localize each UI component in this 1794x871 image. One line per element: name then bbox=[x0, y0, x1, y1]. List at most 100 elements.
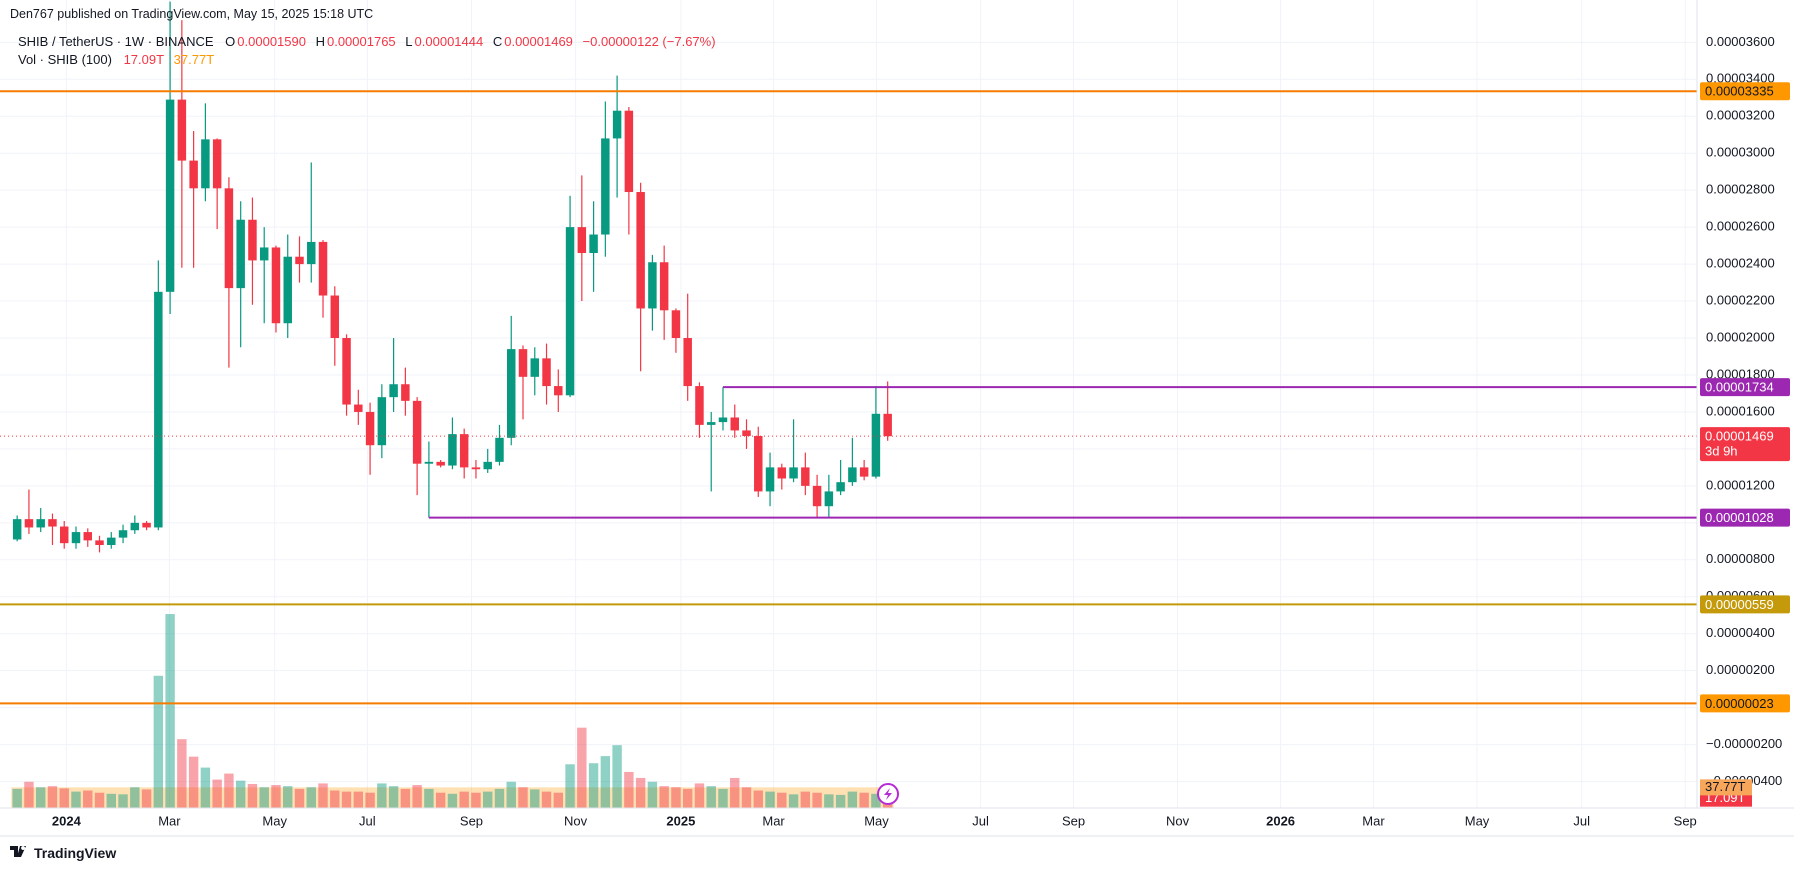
volume-bar bbox=[518, 787, 528, 808]
candle-body bbox=[154, 291, 163, 528]
candle-body bbox=[518, 349, 528, 377]
volume-bar bbox=[341, 791, 352, 808]
last-price-box bbox=[1700, 427, 1790, 462]
volume-bar bbox=[753, 790, 763, 808]
x-tick-label: May bbox=[1465, 813, 1490, 828]
candle-body bbox=[177, 99, 187, 161]
y-tick-label: 0.00002000 bbox=[1706, 329, 1775, 344]
y-tick-label: 0.00003400 bbox=[1706, 71, 1775, 86]
volume-bar bbox=[859, 792, 869, 808]
candle-body bbox=[801, 467, 810, 486]
candle-body bbox=[542, 358, 551, 387]
candle-body bbox=[59, 526, 69, 544]
volume-bar bbox=[765, 791, 775, 808]
volume-bar bbox=[388, 786, 399, 808]
level-label-box bbox=[1700, 595, 1790, 614]
volume-bar bbox=[635, 777, 646, 808]
candle-body bbox=[212, 139, 222, 189]
volume-bar bbox=[94, 792, 105, 808]
lightning-icon bbox=[877, 783, 899, 805]
volume-bar bbox=[353, 791, 364, 808]
x-tick-label: Jul bbox=[1573, 813, 1590, 828]
candle-body bbox=[95, 540, 104, 546]
volume-bar bbox=[424, 788, 434, 808]
symbol: SHIB / TetherUS · 1W · BINANCE bbox=[18, 34, 214, 49]
volume-bar bbox=[365, 792, 375, 808]
candle-body bbox=[412, 400, 422, 464]
y-tick-label: 0.00002400 bbox=[1706, 256, 1775, 271]
level-label: 0.00000023 bbox=[1705, 696, 1774, 711]
candle-body bbox=[636, 192, 645, 309]
volume-bar bbox=[718, 788, 728, 808]
candle-body bbox=[248, 219, 257, 261]
x-tick-label: Mar bbox=[158, 813, 181, 828]
volume-bar bbox=[588, 763, 599, 808]
ohlc-value: 0.00001590 bbox=[237, 34, 306, 49]
candle-body bbox=[836, 482, 845, 492]
y-tick-label: 0.00002200 bbox=[1706, 292, 1775, 307]
candle-body bbox=[377, 397, 387, 446]
volume-bar bbox=[24, 781, 34, 808]
candle-body bbox=[824, 491, 834, 507]
candle-body bbox=[648, 262, 657, 309]
x-tick-label: 2026 bbox=[1266, 813, 1295, 828]
volume-bar bbox=[271, 785, 281, 808]
candle-body bbox=[401, 384, 410, 401]
y-tick-label: 0.00003600 bbox=[1706, 34, 1775, 49]
volume-bar bbox=[247, 783, 258, 808]
volume-bar bbox=[283, 786, 293, 808]
candle-body bbox=[483, 461, 492, 470]
candle-body bbox=[342, 338, 351, 405]
volume-bar bbox=[706, 786, 716, 808]
level-label-box bbox=[1700, 508, 1790, 527]
volume-bar bbox=[200, 767, 211, 808]
volume-bar bbox=[800, 791, 811, 808]
candle-body bbox=[507, 349, 516, 438]
volume-bar bbox=[318, 783, 328, 808]
x-tick-label: Sep bbox=[1062, 813, 1085, 828]
volume-bar bbox=[83, 790, 93, 808]
candle-body bbox=[612, 110, 622, 139]
candle-body bbox=[695, 386, 704, 425]
volume-bar bbox=[153, 675, 164, 808]
last-price-label: 0.00001469 bbox=[1705, 429, 1774, 444]
y-tick-label: −0.00000200 bbox=[1706, 736, 1782, 751]
candle-body bbox=[189, 160, 198, 189]
candle-body bbox=[706, 422, 716, 425]
candle-body bbox=[271, 247, 281, 324]
y-tick-label: 0.00003200 bbox=[1706, 108, 1775, 123]
volume-bar bbox=[118, 794, 128, 808]
candle-body bbox=[601, 138, 610, 235]
candle-body bbox=[789, 467, 798, 479]
candle-body bbox=[118, 530, 128, 538]
y-tick-label: 0.00002800 bbox=[1706, 182, 1775, 197]
volume-bar bbox=[259, 787, 269, 808]
volume-bar bbox=[494, 788, 505, 808]
x-tick-label: Mar bbox=[1362, 813, 1385, 828]
candle-body bbox=[283, 256, 292, 324]
y-tick-label: 0.00000200 bbox=[1706, 662, 1775, 677]
x-tick-label: May bbox=[864, 813, 889, 828]
volume-bar bbox=[141, 789, 152, 808]
x-tick-label: Nov bbox=[564, 813, 588, 828]
candle-body bbox=[659, 262, 669, 311]
candle-body bbox=[777, 467, 787, 479]
volume-bar bbox=[471, 792, 481, 808]
candle-body bbox=[236, 219, 245, 289]
grid bbox=[0, 0, 1697, 808]
price-labels: 0.00003335 0.00001734 0.00001028 0.00000559… bbox=[1700, 82, 1790, 807]
volume-bar bbox=[824, 794, 834, 808]
volume-bar bbox=[847, 791, 858, 808]
candle-body bbox=[107, 537, 116, 546]
y-tick-label: 0.00003000 bbox=[1706, 145, 1775, 160]
volume-bar bbox=[612, 745, 622, 808]
tradingview-logo bbox=[10, 846, 26, 857]
candle-body bbox=[365, 411, 375, 446]
ohlc-value: 0.00001765 bbox=[326, 34, 396, 49]
level-label: 0.00001028 bbox=[1705, 510, 1774, 525]
ohlc-key: O bbox=[225, 34, 236, 49]
y-tick-label: 0.00002600 bbox=[1706, 219, 1775, 234]
x-tick-label: Sep bbox=[1674, 813, 1697, 828]
volume-bar bbox=[412, 785, 422, 808]
volume-bar bbox=[59, 788, 69, 808]
